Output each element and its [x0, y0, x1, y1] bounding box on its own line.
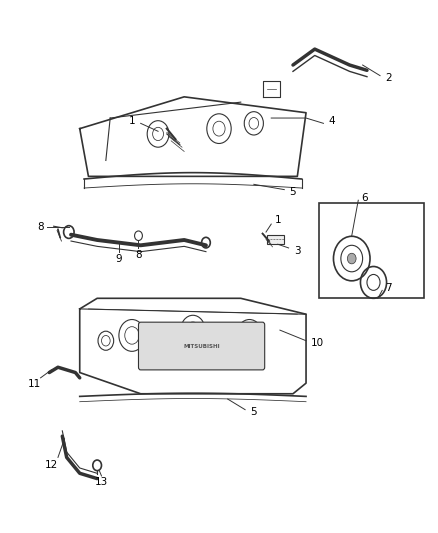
Text: 10: 10 — [311, 338, 324, 349]
Text: MITSUBISHI: MITSUBISHI — [183, 344, 220, 349]
Text: 8: 8 — [135, 250, 142, 260]
Text: 3: 3 — [294, 246, 300, 256]
Text: 5: 5 — [290, 187, 296, 197]
Text: 13: 13 — [95, 477, 108, 487]
Text: 1: 1 — [129, 116, 135, 126]
Circle shape — [347, 253, 356, 264]
Text: 9: 9 — [116, 254, 122, 264]
FancyBboxPatch shape — [138, 322, 265, 370]
FancyBboxPatch shape — [267, 235, 284, 244]
Text: 6: 6 — [361, 192, 368, 203]
Text: 7: 7 — [385, 282, 392, 293]
Text: 1: 1 — [275, 215, 281, 225]
Bar — [319, 203, 424, 298]
Text: 4: 4 — [329, 116, 336, 126]
Text: 11: 11 — [28, 379, 41, 389]
Text: 12: 12 — [45, 461, 58, 470]
Text: 5: 5 — [251, 407, 257, 417]
Text: 8: 8 — [37, 222, 44, 232]
Text: 2: 2 — [385, 73, 392, 83]
